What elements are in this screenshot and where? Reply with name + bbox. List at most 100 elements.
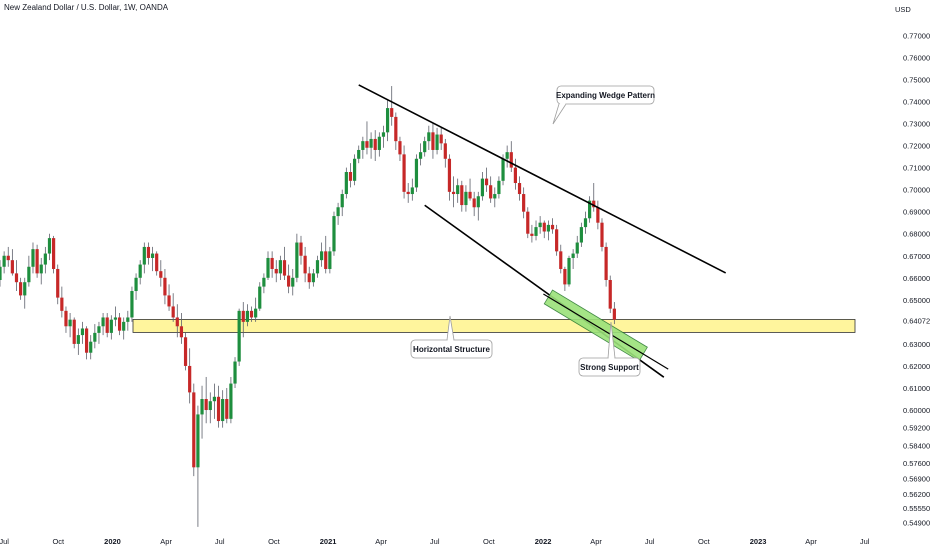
- candle: [435, 127, 439, 155]
- candle: [163, 268, 167, 305]
- candle-body: [443, 143, 447, 159]
- candle-body: [159, 271, 163, 278]
- candle: [336, 202, 340, 225]
- candle-body: [398, 141, 402, 155]
- candle: [134, 273, 138, 300]
- candle-body: [608, 279, 612, 309]
- candle-body: [480, 178, 485, 197]
- candle-body: [142, 246, 146, 265]
- candle: [188, 348, 192, 404]
- candle-body: [320, 251, 324, 261]
- candle: [97, 321, 101, 344]
- candle-body: [381, 132, 386, 137]
- candle-body: [76, 335, 80, 344]
- x-tick-label: 2023: [750, 537, 767, 546]
- candle: [64, 306, 68, 333]
- trendline-drawings: [358, 84, 727, 378]
- candle-body: [464, 191, 468, 206]
- candle-body: [291, 277, 295, 287]
- candle: [484, 167, 489, 192]
- candle: [583, 211, 588, 234]
- horizontal-support-zone: [132, 319, 856, 333]
- y-tick-label: 0.71000: [903, 164, 930, 173]
- candle-body: [612, 308, 616, 320]
- candle: [600, 218, 604, 252]
- candle: [332, 211, 336, 256]
- candle-body: [179, 326, 184, 338]
- candle: [192, 383, 196, 477]
- y-tick-label: 0.72000: [903, 142, 930, 151]
- x-tick-label: Apr: [375, 537, 387, 546]
- candle-body: [435, 134, 439, 150]
- candle: [43, 246, 47, 274]
- candle: [68, 313, 72, 338]
- candle-body: [596, 207, 600, 223]
- candle: [328, 246, 332, 274]
- candle-body: [6, 255, 10, 261]
- candle-body: [221, 399, 225, 422]
- candle-body: [97, 326, 101, 333]
- candle: [522, 187, 526, 219]
- candle-body: [402, 154, 406, 192]
- candle-body: [52, 238, 56, 269]
- y-tick-label: 0.75000: [903, 75, 930, 84]
- candle: [258, 282, 262, 311]
- candle-body: [526, 211, 530, 234]
- candle: [155, 251, 159, 276]
- candle: [89, 335, 93, 360]
- candle: [431, 123, 435, 159]
- candle-body: [56, 268, 60, 298]
- candle: [266, 251, 270, 280]
- candle: [287, 264, 291, 294]
- y-tick-label: 0.55550: [903, 504, 930, 513]
- candle-body: [35, 249, 39, 274]
- candle: [394, 112, 398, 150]
- y-tick-label: 0.66000: [903, 274, 930, 283]
- candle-body: [14, 273, 19, 283]
- candle: [52, 235, 56, 274]
- x-tick-label: Jul: [430, 537, 440, 546]
- candle-body: [579, 227, 583, 243]
- candle-body: [188, 365, 192, 393]
- candle-body: [167, 295, 171, 307]
- candle-body: [365, 141, 369, 148]
- candle-body: [105, 317, 109, 333]
- candle-body: [592, 200, 596, 208]
- candle-body: [175, 317, 179, 327]
- candle-body: [418, 152, 423, 159]
- candle: [200, 385, 204, 439]
- candle-body: [2, 255, 6, 267]
- candle: [221, 390, 225, 428]
- candle: [340, 189, 344, 217]
- candle-body: [505, 152, 509, 159]
- candle-body: [489, 185, 493, 199]
- candle-body: [509, 152, 513, 168]
- candle-body: [93, 332, 97, 342]
- candle-body: [456, 185, 460, 195]
- candle: [513, 158, 518, 190]
- candle: [476, 191, 480, 221]
- candle-body: [134, 277, 138, 292]
- candle: [596, 200, 600, 230]
- candle: [530, 224, 534, 243]
- x-axis: Jul Oct 2020 Apr Jul Oct 2021 Apr Jul Oct 2022 Apr J…: [0, 537, 870, 546]
- candle: [410, 178, 414, 201]
- candle-body: [274, 268, 278, 274]
- candle-body: [216, 396, 221, 422]
- candle: [175, 304, 179, 338]
- candle-body: [373, 138, 377, 150]
- candle-body: [472, 198, 476, 208]
- candle: [150, 246, 155, 272]
- candle-body: [501, 158, 505, 181]
- candle-body: [311, 273, 315, 283]
- candle-body: [357, 149, 361, 159]
- candle: [31, 242, 35, 274]
- candle-body: [361, 141, 365, 150]
- candle-body: [497, 180, 501, 195]
- candle-body: [270, 257, 274, 269]
- candle: [398, 136, 402, 161]
- candle-body: [245, 310, 249, 322]
- candle: [60, 286, 64, 318]
- candle: [23, 277, 27, 309]
- candle: [352, 154, 357, 186]
